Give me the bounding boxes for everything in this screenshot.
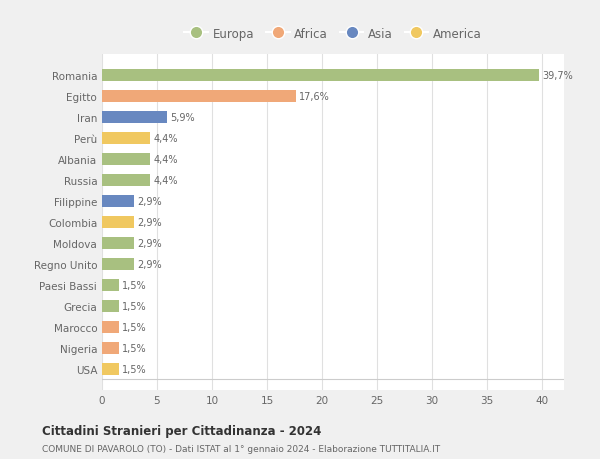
Text: 2,9%: 2,9%	[137, 197, 162, 207]
Bar	[102, 280, 119, 291]
Bar	[102, 217, 134, 229]
Bar	[102, 154, 151, 166]
Text: 4,4%: 4,4%	[154, 155, 178, 165]
Text: 39,7%: 39,7%	[542, 71, 573, 81]
Bar	[102, 322, 119, 333]
Text: 2,9%: 2,9%	[137, 218, 162, 228]
Bar	[102, 364, 119, 375]
Text: 1,5%: 1,5%	[122, 322, 146, 332]
Text: 1,5%: 1,5%	[122, 364, 146, 374]
Bar	[102, 91, 296, 103]
Text: 2,9%: 2,9%	[137, 239, 162, 248]
Bar	[102, 301, 119, 312]
Bar	[102, 238, 134, 249]
Bar	[102, 70, 539, 82]
Text: 2,9%: 2,9%	[137, 259, 162, 269]
Text: 4,4%: 4,4%	[154, 176, 178, 186]
Bar	[102, 342, 119, 354]
Text: 5,9%: 5,9%	[170, 113, 195, 123]
Legend: Europa, Africa, Asia, America: Europa, Africa, Asia, America	[184, 28, 482, 40]
Bar	[102, 175, 151, 186]
Bar	[102, 196, 134, 207]
Bar	[102, 112, 167, 123]
Text: 17,6%: 17,6%	[299, 92, 329, 102]
Text: 1,5%: 1,5%	[122, 280, 146, 291]
Text: 1,5%: 1,5%	[122, 302, 146, 311]
Text: 1,5%: 1,5%	[122, 343, 146, 353]
Bar	[102, 259, 134, 270]
Text: COMUNE DI PAVAROLO (TO) - Dati ISTAT al 1° gennaio 2024 - Elaborazione TUTTITALI: COMUNE DI PAVAROLO (TO) - Dati ISTAT al …	[42, 444, 440, 453]
Bar	[102, 133, 151, 145]
Text: 4,4%: 4,4%	[154, 134, 178, 144]
Text: Cittadini Stranieri per Cittadinanza - 2024: Cittadini Stranieri per Cittadinanza - 2…	[42, 425, 322, 437]
